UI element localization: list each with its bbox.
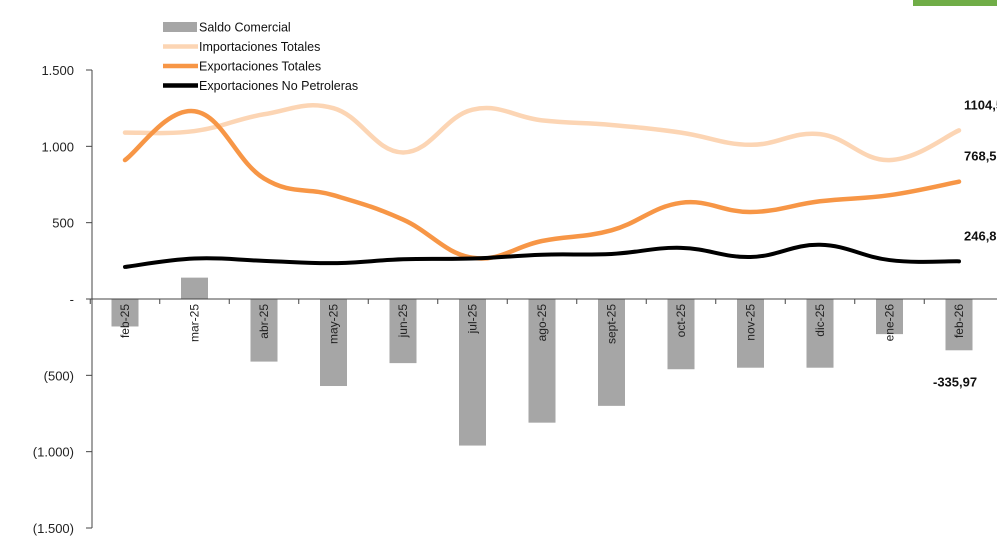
bar-saldo-comercial xyxy=(945,299,973,351)
bar-saldo-comercial xyxy=(528,299,556,423)
x-tick-label: sept-25 xyxy=(605,304,619,344)
bar-saldo-comercial xyxy=(737,299,764,368)
y-tick-label: 1.500 xyxy=(41,63,74,78)
x-tick-label: feb-25 xyxy=(118,304,132,338)
bar-saldo-comercial xyxy=(320,299,347,387)
x-tick-label: mar-25 xyxy=(188,304,202,342)
bar-saldo-comercial xyxy=(389,299,417,364)
data-label-saldo-comercial: -335,97 xyxy=(933,374,977,389)
x-tick-label: nov-25 xyxy=(744,304,758,341)
x-tick-label: jun-25 xyxy=(396,304,410,339)
data-label-exportaciones-totales: 768,5 xyxy=(964,149,997,164)
data-label-importaciones-totales: 1104,5 xyxy=(964,97,997,112)
x-tick-label: dic-25 xyxy=(813,304,827,337)
legend-label-importaciones-totales: Importaciones Totales xyxy=(199,40,320,54)
legend-label-saldo-comercial: Saldo Comercial xyxy=(199,21,291,35)
x-tick-label: oct-25 xyxy=(674,304,688,338)
bar-saldo-comercial xyxy=(459,299,486,446)
y-tick-label: - xyxy=(70,292,74,307)
bar-saldo-comercial xyxy=(876,299,903,335)
bar-saldo-comercial xyxy=(250,299,278,362)
bar-saldo-comercial xyxy=(667,299,695,370)
y-tick-label: 500 xyxy=(52,216,74,231)
y-tick-label: 1.000 xyxy=(41,139,74,154)
y-tick-label: (1.500) xyxy=(33,521,74,536)
line-exportaciones-totales xyxy=(122,108,962,261)
legend-label-exportaciones-no-petroleras: Exportaciones No Petroleras xyxy=(199,79,358,93)
bar-saldo-comercial xyxy=(806,299,834,368)
bar-saldo-comercial xyxy=(181,277,208,299)
x-tick-label: may-25 xyxy=(327,304,341,344)
legend-label-exportaciones-totales: Exportaciones Totales xyxy=(199,60,321,74)
chart-legend: Saldo Comercial Importaciones Totales Expo… xyxy=(163,21,358,93)
bar-saldo-comercial xyxy=(111,299,139,327)
line-importaciones-totales xyxy=(122,103,962,163)
x-tick-label: feb-26 xyxy=(952,304,966,338)
corner-accent xyxy=(913,0,997,6)
y-tick-label: (500) xyxy=(44,368,74,383)
data-label-exportaciones-no-petroleras: 246,8 xyxy=(964,228,997,243)
legend-swatch-saldo-comercial xyxy=(163,22,197,32)
x-tick-label: jul-25 xyxy=(466,304,480,335)
y-tick-label: (1.000) xyxy=(33,445,74,460)
x-tick-label: ene-26 xyxy=(883,304,897,342)
bar-saldo-comercial xyxy=(598,299,625,406)
x-tick-label: abr-25 xyxy=(257,304,271,339)
line-exportaciones-no-petroleras xyxy=(123,242,961,269)
x-tick-label: ago-25 xyxy=(535,304,549,342)
